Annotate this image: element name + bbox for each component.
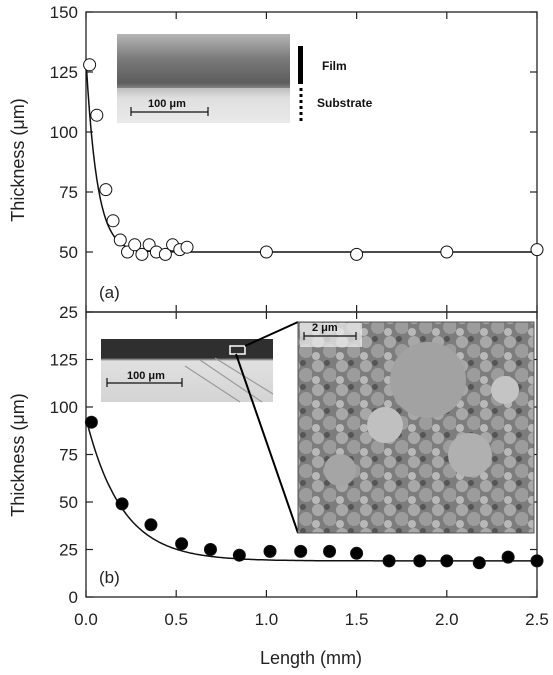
panel-a-data-point bbox=[113, 233, 127, 247]
panel-a-y-tick-label: 125 bbox=[50, 63, 78, 82]
panel-b-fit-curve bbox=[85, 418, 537, 562]
x-tick-label: 2.0 bbox=[435, 610, 459, 629]
panel-a-label: (a) bbox=[99, 283, 120, 302]
panel-b-y-tick-label: 50 bbox=[59, 493, 78, 512]
panel-a-y-tick-labels: 150 125 100 75 50 25 bbox=[50, 3, 78, 322]
panel-b-inset-left-scale-label: 100 μm bbox=[127, 370, 165, 382]
panel-b-data-point bbox=[501, 550, 515, 564]
panel-a-y-tick-label: 25 bbox=[59, 303, 78, 322]
panel-b-y-tick-label: 25 bbox=[59, 541, 78, 560]
panel-b-label: (b) bbox=[99, 568, 120, 587]
panel-a: (a) 100 μm Film Substrate bbox=[83, 11, 544, 313]
x-tick-labels: 0.0 0.5 1.0 1.5 2.0 2.5 bbox=[74, 610, 549, 629]
panel-b-data-point bbox=[84, 415, 98, 429]
panel-a-inset: 100 μm Film Substrate bbox=[117, 34, 373, 123]
panel-b-data-point bbox=[323, 544, 337, 558]
x-axis-title: Length (mm) bbox=[260, 648, 362, 668]
panel-b-data-point bbox=[413, 554, 427, 568]
panel-a-data-point bbox=[90, 108, 104, 122]
panel-b-data-point bbox=[440, 554, 454, 568]
panel-a-inset-scale-label: 100 μm bbox=[148, 98, 186, 110]
panel-a-y-tick-label: 75 bbox=[59, 183, 78, 202]
x-tick-label: 2.5 bbox=[525, 610, 549, 629]
panel-b-data-point bbox=[350, 546, 364, 560]
panel-b-y-tick-label: 75 bbox=[59, 446, 78, 465]
panel-b-data-point bbox=[382, 554, 396, 568]
panel-b: 100 μm 2 μm (b) bbox=[84, 311, 544, 598]
panel-a-data-point bbox=[440, 245, 454, 259]
x-tick-label: 0.0 bbox=[74, 610, 98, 629]
panel-b-y-axis-title: Thickness (μm) bbox=[8, 393, 28, 516]
panel-b-inset-right: 2 μm bbox=[297, 321, 535, 534]
panel-a-data-point bbox=[83, 58, 97, 72]
panel-a-data-point bbox=[180, 240, 194, 254]
panel-b-inset-left: 100 μm bbox=[101, 339, 274, 403]
panel-b-data-point bbox=[175, 537, 189, 551]
x-tick-label: 1.5 bbox=[345, 610, 369, 629]
panel-b-data-point bbox=[472, 556, 486, 570]
panel-a-data-point bbox=[99, 183, 113, 197]
panel-a-data-point bbox=[106, 214, 120, 228]
panel-a-y-tick-label: 100 bbox=[50, 123, 78, 142]
panel-b-data-point bbox=[232, 548, 246, 562]
panel-a-data-point bbox=[350, 247, 364, 261]
panel-a-data-point bbox=[530, 243, 544, 257]
panel-b-y-tick-labels: 125 100 75 50 25 0 bbox=[50, 351, 78, 608]
panel-b-data-point bbox=[263, 544, 277, 558]
x-tick-label: 1.0 bbox=[255, 610, 279, 629]
panel-a-data-point bbox=[158, 247, 172, 261]
panel-b-points bbox=[84, 415, 544, 570]
panel-b-data-point bbox=[294, 544, 308, 558]
x-tick-label: 0.5 bbox=[164, 610, 188, 629]
panel-a-y-axis-title: Thickness (μm) bbox=[8, 98, 28, 221]
panel-a-data-point bbox=[128, 238, 142, 252]
panel-a-inset-film-label: Film bbox=[322, 59, 347, 73]
panel-a-y-tick-label: 50 bbox=[59, 243, 78, 262]
panel-a-inset-substrate-label: Substrate bbox=[317, 96, 373, 110]
panel-a-data-point bbox=[135, 247, 149, 261]
panel-a-data-point bbox=[259, 245, 273, 259]
panel-b-y-tick-label: 0 bbox=[69, 588, 78, 607]
panel-b-y-tick-label: 125 bbox=[50, 351, 78, 370]
panel-b-data-point bbox=[530, 554, 544, 568]
panel-a-points bbox=[83, 58, 544, 261]
panel-b-y-tick-label: 100 bbox=[50, 398, 78, 417]
panel-b-data-point bbox=[203, 543, 217, 556]
panel-b-inset-right-scale-label: 2 μm bbox=[312, 322, 338, 334]
panel-b-data-point bbox=[115, 497, 129, 511]
panel-a-y-tick-label: 150 bbox=[50, 3, 78, 22]
panel-b-data-point bbox=[144, 518, 158, 532]
